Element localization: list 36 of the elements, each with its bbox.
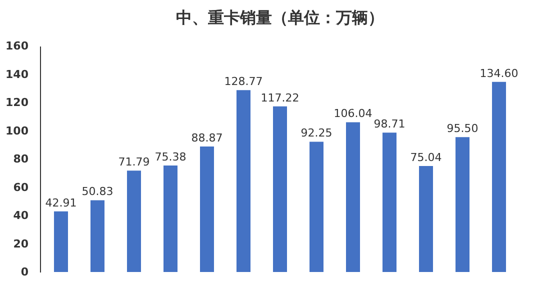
data-label: 42.91 [45, 196, 77, 210]
data-label: 71.79 [118, 156, 150, 169]
y-tick-label: 0 [20, 266, 29, 278]
data-label: 98.71 [374, 118, 406, 131]
data-label: 117.22 [260, 91, 300, 104]
bar [163, 166, 178, 272]
y-tick-label: 160 [6, 40, 29, 52]
bar [236, 90, 250, 272]
chart-title: 中、重卡销量（单位：万辆） [176, 8, 384, 27]
data-label: 128.77 [224, 75, 263, 88]
data-label: 75.04 [410, 151, 442, 164]
bar [200, 146, 214, 272]
data-label: 106.04 [334, 107, 372, 120]
bar [419, 166, 434, 272]
bar [90, 200, 104, 272]
bar [346, 122, 360, 272]
data-label: 92.25 [300, 126, 332, 140]
y-tick-label: 100 [6, 124, 29, 138]
data-label: 95.50 [446, 122, 478, 136]
y-tick-label: 80 [13, 152, 29, 166]
y-tick-label: 140 [6, 68, 29, 81]
bar [126, 170, 141, 272]
y-tick-label: 120 [6, 96, 29, 109]
bar [54, 211, 68, 272]
bar [456, 137, 470, 272]
y-tick-label: 20 [13, 237, 29, 250]
data-label: 50.83 [82, 185, 114, 198]
data-label: 75.38 [154, 150, 186, 164]
y-tick-label: 60 [13, 180, 29, 194]
y-tick-label: 40 [13, 209, 29, 222]
data-label: 134.60 [480, 66, 518, 80]
bar [382, 132, 397, 272]
bar [273, 106, 287, 272]
bar [310, 142, 324, 272]
bar [492, 82, 506, 272]
data-label: 88.87 [191, 131, 223, 144]
